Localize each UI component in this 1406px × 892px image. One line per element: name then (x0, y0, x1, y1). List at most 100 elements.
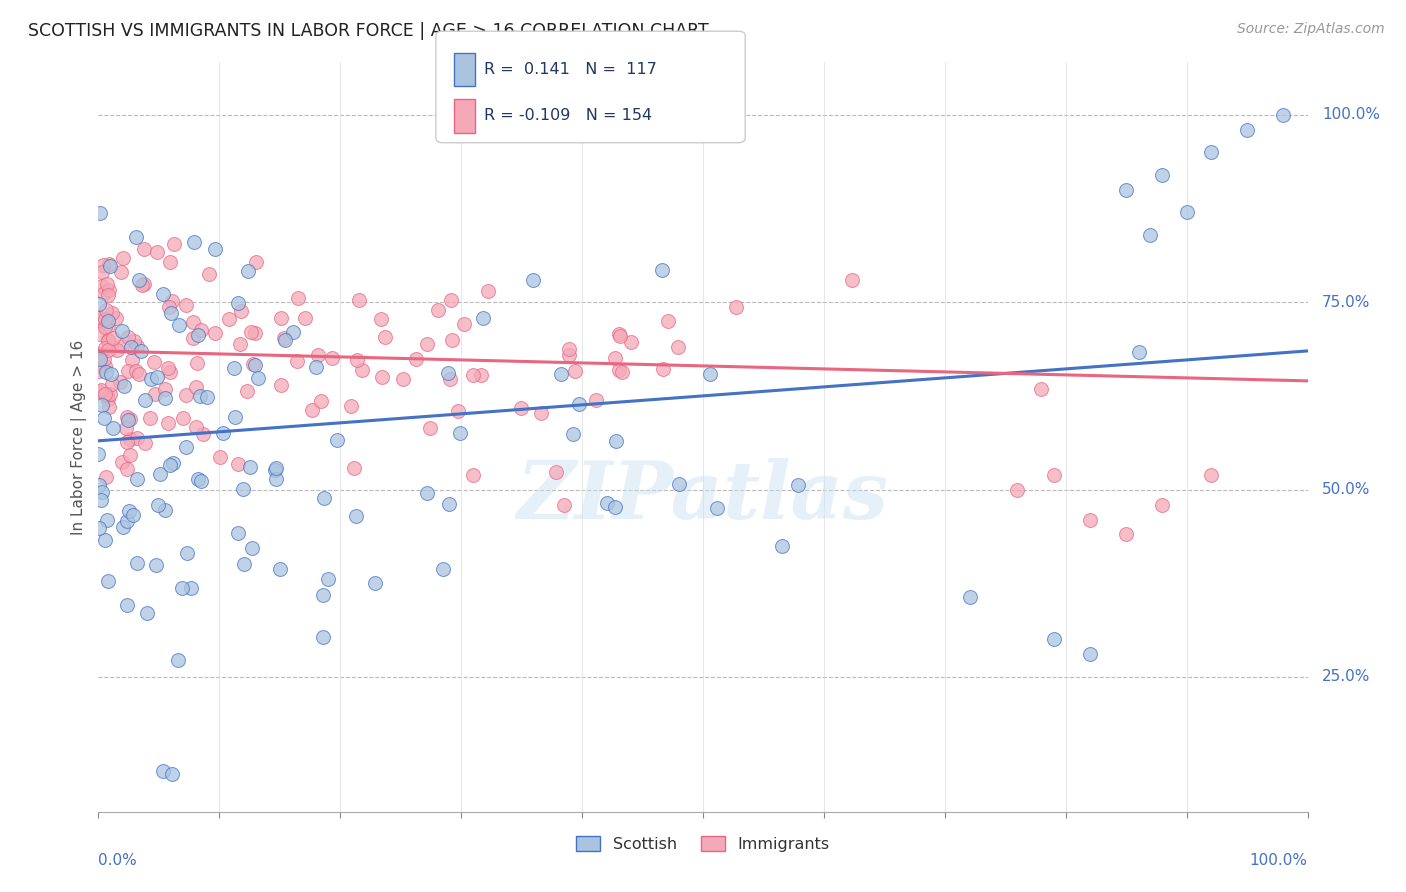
Point (186, 356, 208, 370)
Point (266, 461, 288, 475)
Point (294, 310, 316, 325)
Point (96, 343, 118, 358)
Point (419, 421, 441, 435)
Point (1031, 383, 1053, 397)
Point (264, 463, 287, 477)
Point (222, 360, 245, 375)
Point (605, 434, 627, 449)
Point (87, 520, 110, 534)
Point (1139, 227, 1161, 242)
Point (447, 404, 470, 418)
Point (236, 384, 259, 398)
Point (120, 340, 142, 354)
Point (605, 500, 627, 515)
Point (1236, 123, 1258, 137)
Point (87, 311, 110, 326)
Point (232, 482, 254, 496)
Point (391, 371, 413, 385)
Point (228, 526, 250, 541)
Point (1042, 632, 1064, 647)
Point (243, 326, 266, 340)
Point (312, 491, 335, 505)
Point (118, 412, 141, 426)
Point (187, 472, 209, 486)
Point (426, 302, 449, 317)
Point (97, 333, 120, 347)
Point (229, 337, 252, 351)
Point (93, 359, 115, 373)
Point (470, 368, 492, 382)
Point (723, 125, 745, 139)
Point (146, 498, 169, 512)
Point (344, 508, 367, 523)
Point (198, 268, 221, 282)
Point (1199, 467, 1222, 482)
Point (174, 298, 197, 312)
Point (247, 371, 270, 385)
Point (167, 653, 190, 667)
Point (174, 440, 197, 454)
Point (242, 541, 264, 555)
Point (97, 318, 120, 333)
Point (607, 326, 630, 341)
Point (187, 328, 209, 343)
Point (509, 401, 531, 416)
Point (87, 477, 110, 491)
Point (157, 416, 180, 430)
Point (152, 764, 174, 778)
Point (128, 367, 150, 381)
Point (159, 365, 181, 379)
Point (111, 339, 134, 353)
Point (405, 351, 427, 366)
Point (105, 343, 128, 358)
Point (959, 590, 981, 604)
Point (90, 383, 112, 397)
Point (89, 205, 111, 219)
Point (115, 409, 138, 424)
Point (132, 277, 155, 292)
Point (90, 265, 112, 279)
Point (243, 358, 266, 372)
Point (558, 343, 581, 357)
Point (657, 314, 679, 328)
Point (111, 455, 134, 469)
Text: 75.0%: 75.0% (1322, 294, 1371, 310)
Point (550, 368, 572, 382)
Point (94, 319, 117, 334)
Point (274, 333, 297, 347)
Point (239, 325, 262, 339)
Point (115, 514, 138, 528)
Point (652, 362, 675, 376)
Point (117, 413, 139, 427)
Point (90, 279, 112, 293)
Point (347, 293, 370, 307)
Point (1042, 467, 1064, 482)
Point (651, 263, 673, 277)
Text: 50.0%: 50.0% (1322, 482, 1371, 497)
Point (172, 582, 194, 596)
Point (1152, 498, 1174, 512)
Point (111, 520, 134, 534)
Point (87, 447, 110, 461)
Point (101, 421, 124, 435)
Point (87, 326, 110, 341)
Point (145, 369, 167, 384)
Point (312, 588, 335, 602)
Point (97, 334, 120, 349)
Point (1078, 648, 1101, 662)
Point (121, 352, 143, 367)
Point (340, 399, 363, 413)
Point (125, 556, 148, 570)
Point (270, 378, 292, 392)
Point (1078, 512, 1101, 526)
Point (146, 245, 169, 260)
Point (91, 258, 114, 272)
Text: 25.0%: 25.0% (1322, 669, 1371, 684)
Point (96, 277, 118, 291)
Point (620, 335, 643, 350)
Point (607, 362, 630, 376)
Point (440, 333, 463, 347)
Point (1128, 344, 1150, 359)
Point (117, 461, 139, 475)
Point (155, 503, 177, 517)
